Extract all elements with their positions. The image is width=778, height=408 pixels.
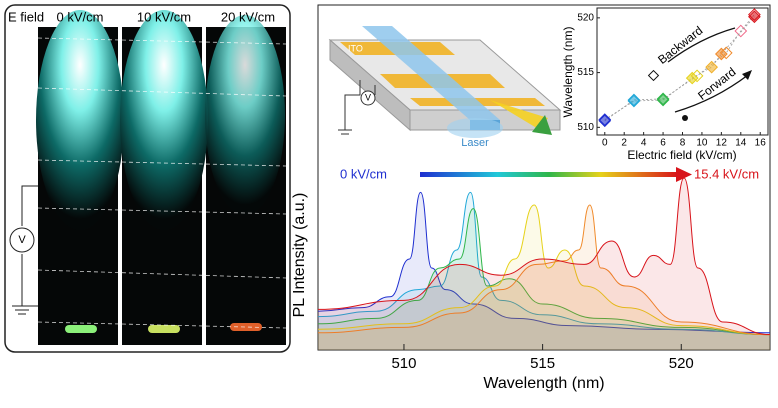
x-tick-label: 12 (716, 138, 728, 149)
x-tick-label: 0 (602, 138, 608, 149)
point (714, 47, 728, 61)
photos (9, 10, 287, 345)
electrode-label: ITO (348, 43, 363, 53)
point (734, 24, 748, 38)
x-tick-label: 6 (660, 138, 666, 149)
plot-frame (317, 4, 771, 351)
crystal-label: CdS (402, 29, 422, 40)
spectrum-area (318, 205, 770, 350)
x-tick-label: 4 (641, 138, 647, 149)
spectrum-line (317, 191, 771, 336)
point (598, 113, 612, 127)
inset-frame (596, 7, 769, 136)
annotation-end: 15.4 kV/cm (694, 166, 759, 181)
y-tick-label: 515 (577, 67, 594, 78)
spectrum-line (317, 204, 771, 336)
spectrum-line (317, 191, 771, 334)
schematic (328, 26, 562, 138)
field-label: E field (8, 9, 44, 24)
x-tick-label: 14 (735, 138, 747, 149)
backward-arrow (667, 27, 736, 63)
spectrum-area (318, 192, 770, 350)
field-arrow (420, 172, 678, 177)
x-tick-label: 8 (680, 138, 686, 149)
point (705, 60, 719, 74)
spectrum-area (318, 208, 770, 350)
y-tick-label: 510 (577, 122, 594, 133)
spectrum-line (317, 177, 771, 336)
y-tick-label: 520 (577, 12, 594, 23)
y-axis-label: PL Intensity (a.u.) (291, 193, 308, 318)
x-tick-label: 2 (621, 138, 627, 149)
forward-arrow (674, 74, 749, 113)
legend-open (647, 69, 660, 82)
voltmeter-label: V (18, 234, 26, 246)
forward-arrow-head (742, 70, 752, 80)
column-label: 0 kV/cm (57, 9, 104, 24)
x-tick-label: 520 (669, 355, 694, 372)
legend-filled (682, 115, 688, 121)
spectrum-area (318, 178, 770, 350)
spectrum-area (318, 205, 770, 350)
x-tick-label: 16 (755, 138, 767, 149)
voltmeter-label: V (365, 92, 371, 102)
field-arrow-head (676, 167, 692, 182)
x-axis-label: Electric field (kV/cm) (627, 148, 736, 162)
laser-label: Laser (461, 137, 489, 149)
x-axis-label: Wavelength (nm) (483, 375, 604, 392)
column-label: 10 kV/cm (137, 9, 191, 24)
point (685, 71, 699, 85)
spectrum-line (317, 204, 771, 336)
point (748, 10, 761, 24)
point (656, 93, 670, 107)
connector (604, 14, 755, 122)
y-axis-label: Wavelength (nm) (561, 27, 575, 118)
column-label: 20 kV/cm (221, 9, 275, 24)
x-tick-label: 510 (391, 355, 416, 372)
spectrum-area (318, 192, 770, 350)
x-tick-label: 10 (696, 138, 708, 149)
annotation-start: 0 kV/cm (340, 166, 387, 181)
spectrum-line (317, 208, 771, 336)
x-tick-label: 515 (530, 355, 555, 372)
point (627, 94, 641, 108)
